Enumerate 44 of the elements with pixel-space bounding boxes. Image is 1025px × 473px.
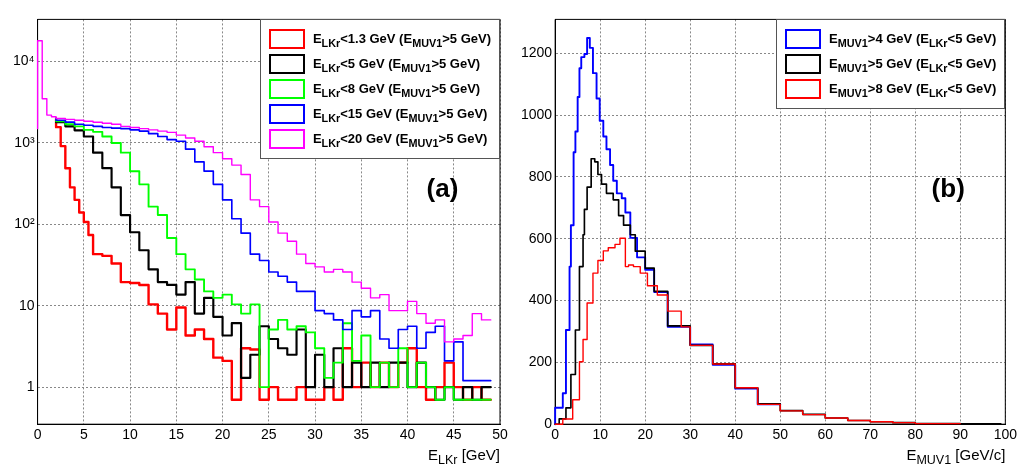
x-tick-label: 45	[445, 426, 462, 443]
legend-label: E$_{LKr}$<1.3 GeV (E$_{MUV1}$>5 GeV)	[312, 30, 491, 49]
y-tick-label: 600	[528, 229, 553, 246]
x-tick-label: 90	[952, 426, 969, 443]
x-tick-label: 100	[993, 426, 1018, 443]
legend-label: E$_{MUV1}$>8 GeV (E$_{LKr}$<5 GeV)	[829, 80, 997, 99]
x-tick-label: 50	[772, 426, 789, 443]
y-tick-label: 200	[528, 353, 553, 370]
legend-label: E$_{LKr}$<15 GeV (E$_{MUV1}$>5 GeV)	[312, 105, 488, 124]
x-tick-label: 20	[214, 426, 231, 443]
y-tick-label: 1200	[520, 44, 553, 61]
y-tick-label: 800	[528, 167, 553, 184]
legend-label: E$_{LKr}$<5 GeV (E$_{MUV1}$>5 GeV)	[312, 55, 481, 74]
y-tick-label: 10²	[14, 215, 35, 232]
y-tick-label: 10⁴	[12, 52, 35, 69]
x-tick-label: 35	[353, 426, 370, 443]
x-tick-label: 70	[862, 426, 879, 443]
y-tick-label: 0	[544, 415, 553, 432]
x-tick-label: 40	[399, 426, 416, 443]
x-tick-label: 10	[122, 426, 139, 443]
x-tick-label: 25	[261, 426, 277, 443]
x-tick-label: 30	[307, 426, 324, 443]
y-tick-label: 1	[26, 377, 35, 394]
y-tick-label: 400	[528, 291, 553, 308]
y-tick-label: 10	[19, 296, 35, 313]
legend-label: E$_{MUV1}$>5 GeV (E$_{LKr}$<5 GeV)	[829, 55, 997, 74]
annotation: (a)	[426, 172, 459, 203]
legend-label: E$_{MUV1}$>4 GeV (E$_{LKr}$<5 GeV)	[829, 30, 997, 49]
x-tick-label: 30	[682, 426, 699, 443]
legend-label: E$_{LKr}$<8 GeV (E$_{MUV1}$>5 GeV)	[312, 80, 481, 99]
x-tick-label: 40	[727, 426, 744, 443]
y-tick-label: 1000	[520, 106, 553, 123]
x-tick-label: 10	[592, 426, 609, 443]
legend-label: E$_{LKr}$<20 GeV (E$_{MUV1}$>5 GeV)	[312, 130, 488, 149]
x-tick-label: 60	[817, 426, 834, 443]
annotation: (b)	[931, 172, 965, 203]
x-tick-label: 15	[168, 426, 185, 443]
y-tick-label: 10³	[14, 133, 35, 150]
x-axis-title: E$_{MUV1}$ [GeV/c]	[906, 446, 1006, 468]
x-tick-label: 20	[637, 426, 654, 443]
x-tick-label: 50	[492, 426, 508, 443]
x-tick-label: 80	[907, 426, 924, 443]
x-axis-title: E$_{LKr}$ [GeV]	[428, 446, 500, 468]
x-tick-label: 5	[79, 426, 88, 443]
